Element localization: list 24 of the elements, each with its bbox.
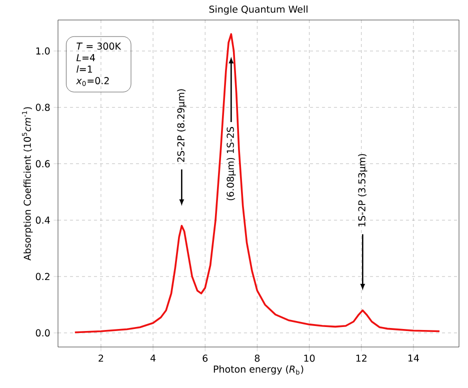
annotation: T = 300K [76,42,122,50]
y-tick-label: 0.4 [36,216,50,224]
x-tick-label: 14 [408,354,419,362]
annotation: (6.08μm) 1S-2S [226,127,236,200]
chart-title: Single Quantum Well [209,5,308,15]
x-tick-label: 4 [150,354,156,362]
annotation: 1S-2P (3.53μm) [358,154,368,226]
y-tick-label: 0.0 [36,329,50,337]
annotation: 2S-2P (8.29μm) [177,89,186,162]
y-tick-label: 0.8 [36,104,50,111]
x-tick-label: 12 [356,354,366,362]
y-tick-label: 1.0 [36,47,50,55]
annotation: x$_{0}$=0.2 [76,77,109,86]
annotation: L=4 [76,54,95,62]
y-tick-label: 0.6 [36,160,50,168]
x-tick-label: 6 [202,354,208,362]
y-axis-title: Absorption Coefficient (10$^{5}$cm$^{-1}$) [22,107,33,261]
x-axis-title: Photon energy (R$_{b}$) [214,365,304,375]
y-tick-label: 0.2 [36,272,50,280]
line-series [74,33,440,334]
annotation: l=1 [76,65,92,73]
x-tick-label: 8 [254,354,260,362]
x-tick-label: 2 [98,354,104,362]
x-tick-label: 10 [304,354,315,362]
